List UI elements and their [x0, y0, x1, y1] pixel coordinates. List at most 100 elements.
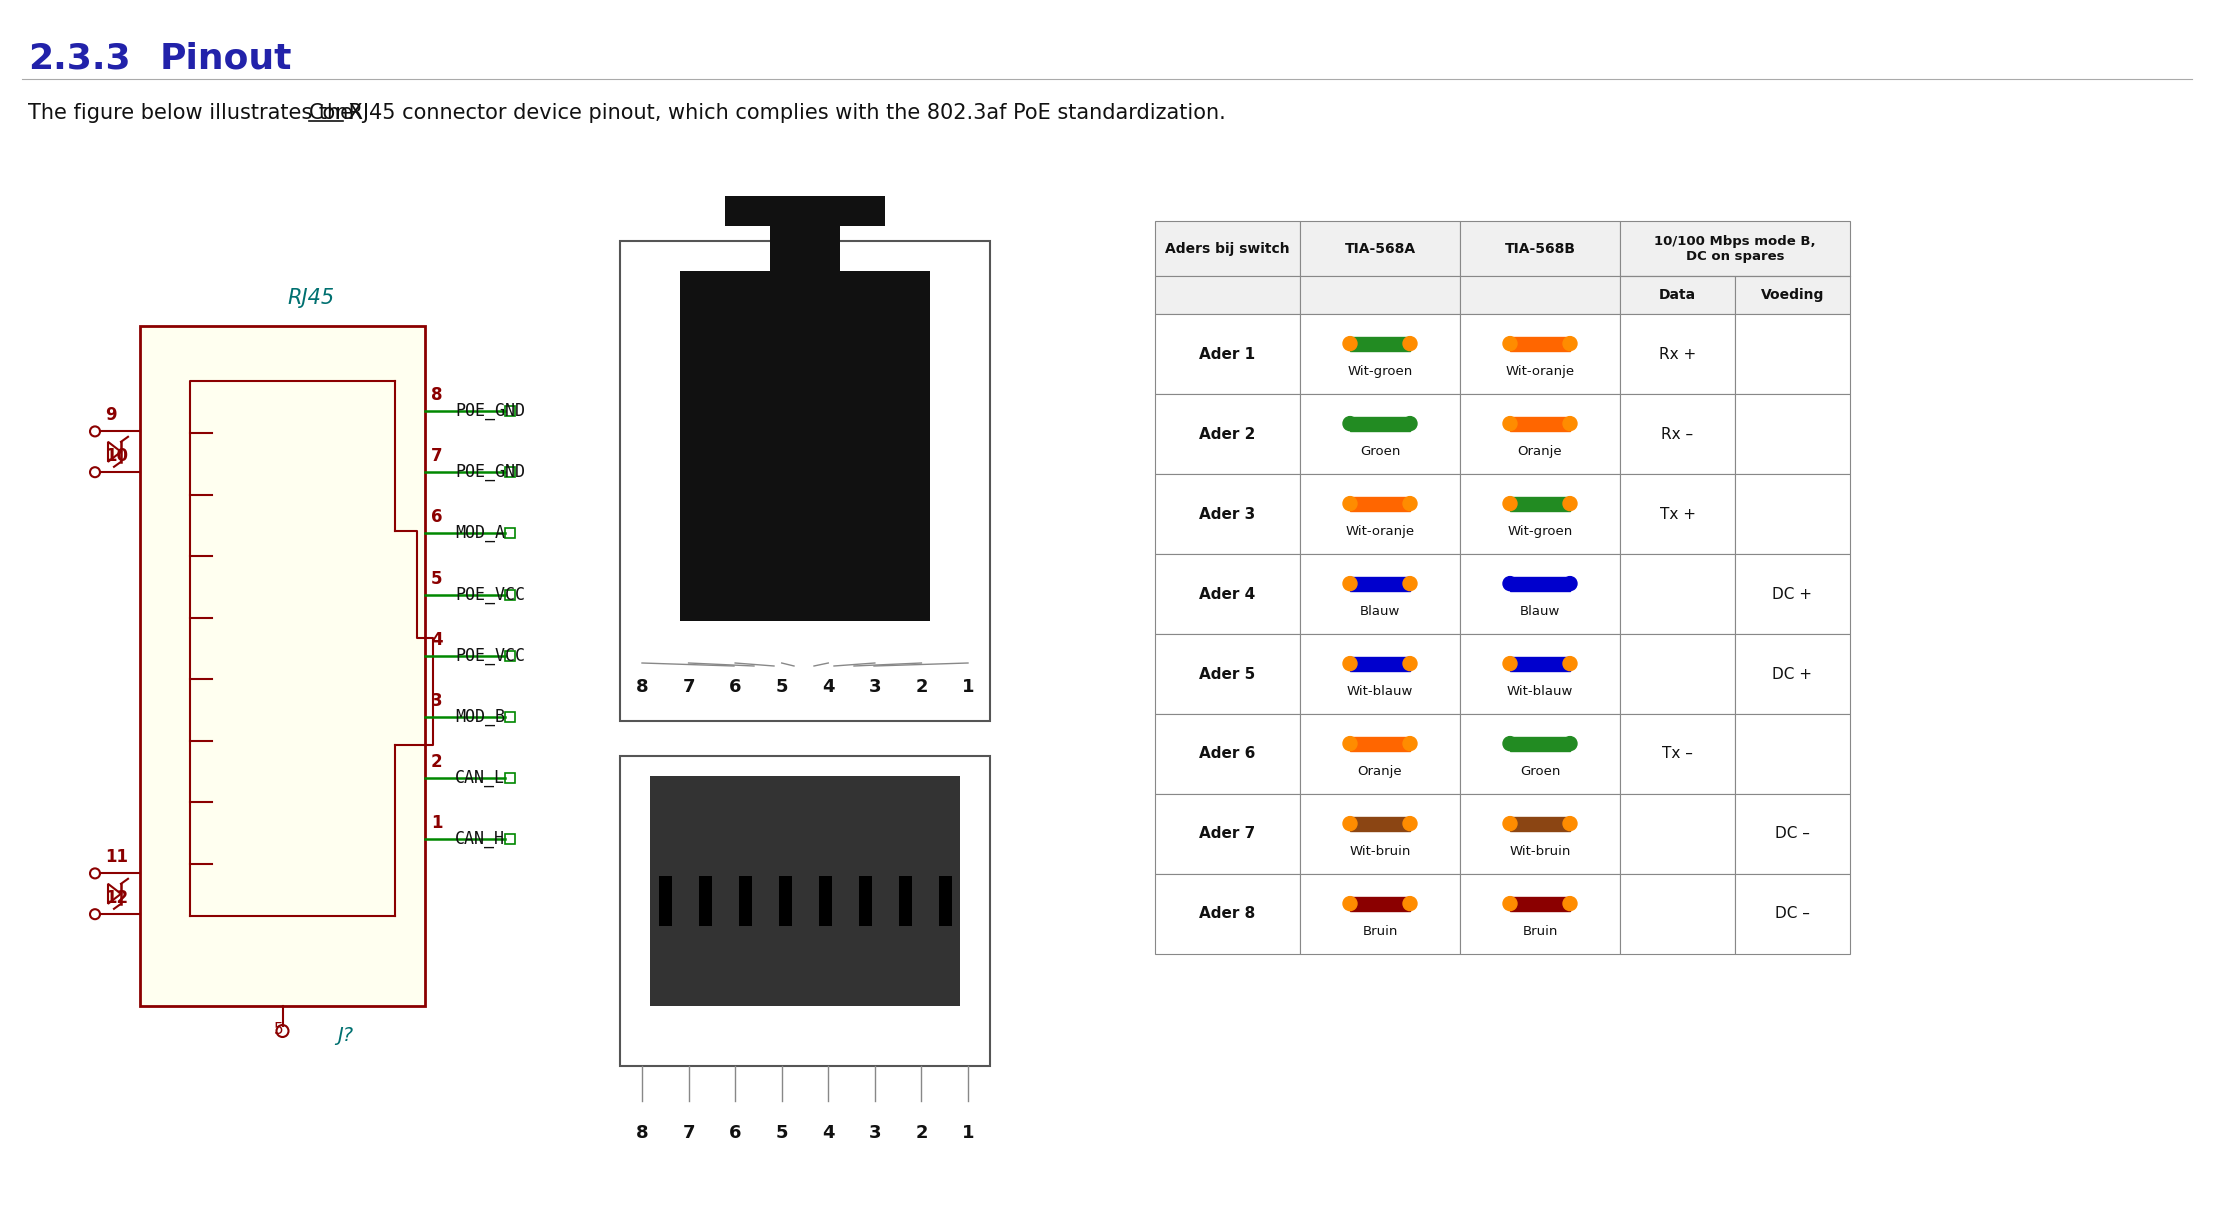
Text: Ader 6: Ader 6	[1200, 746, 1255, 762]
Text: 2: 2	[914, 1125, 928, 1142]
Text: J?: J?	[337, 1026, 354, 1045]
Bar	[139, 326, 425, 1006]
Text: 9: 9	[104, 407, 117, 425]
Text: POE_VCC: POE_VCC	[456, 586, 525, 603]
Bar	[680, 271, 930, 621]
Bar	[779, 875, 793, 926]
Bar	[1156, 554, 1300, 634]
Circle shape	[1404, 576, 1417, 591]
Bar	[1736, 394, 1851, 474]
Circle shape	[1404, 657, 1417, 670]
Bar	[1300, 794, 1459, 874]
Circle shape	[1344, 736, 1357, 751]
Bar	[1459, 554, 1621, 634]
Bar	[1156, 221, 1300, 276]
Bar	[505, 529, 516, 538]
Text: 5: 5	[775, 678, 788, 696]
Bar	[1621, 554, 1736, 634]
Text: Tx +: Tx +	[1660, 507, 1696, 521]
Text: 2.3.3: 2.3.3	[29, 42, 131, 74]
Text: DC +: DC +	[1773, 586, 1813, 602]
Bar	[1300, 714, 1459, 794]
Text: 1: 1	[961, 1125, 974, 1142]
Text: TIA-568A: TIA-568A	[1344, 242, 1415, 255]
Bar	[808, 621, 821, 665]
Text: Wit-oranje: Wit-oranje	[1506, 365, 1574, 379]
Bar	[1156, 474, 1300, 554]
Circle shape	[1563, 416, 1576, 431]
Bar	[1459, 394, 1621, 474]
Bar	[848, 621, 861, 665]
Bar	[728, 621, 742, 665]
Bar	[1300, 474, 1459, 554]
Bar	[1351, 736, 1410, 751]
Text: 4: 4	[432, 631, 443, 648]
Text: 6: 6	[728, 1125, 742, 1142]
Text: Ader 1: Ader 1	[1200, 347, 1255, 361]
Text: 11: 11	[104, 849, 128, 867]
Text: Wit-bruin: Wit-bruin	[1510, 845, 1570, 858]
Text: 7: 7	[682, 1125, 695, 1142]
Bar	[1621, 794, 1736, 874]
Bar	[819, 875, 832, 926]
Bar	[1351, 337, 1410, 350]
Text: ConX: ConX	[308, 103, 363, 123]
Circle shape	[1563, 337, 1576, 350]
Bar	[768, 621, 782, 665]
Circle shape	[1404, 416, 1417, 431]
Bar	[1459, 714, 1621, 794]
Bar	[1156, 276, 1300, 314]
Bar	[1736, 314, 1851, 394]
Circle shape	[1563, 657, 1576, 670]
Bar	[788, 621, 801, 665]
Circle shape	[1503, 416, 1517, 431]
Text: 5: 5	[775, 1125, 788, 1142]
Text: 3: 3	[868, 1125, 881, 1142]
Text: 8: 8	[635, 678, 649, 696]
Bar	[748, 621, 762, 665]
Bar	[1510, 497, 1570, 510]
Text: 4: 4	[821, 678, 835, 696]
Text: Blauw: Blauw	[1359, 606, 1399, 618]
Text: Rx –: Rx –	[1660, 426, 1694, 442]
Text: 6: 6	[728, 678, 742, 696]
Circle shape	[1503, 736, 1517, 751]
Text: TIA-568B: TIA-568B	[1506, 242, 1576, 255]
Text: Ader 7: Ader 7	[1200, 827, 1255, 841]
Circle shape	[1344, 497, 1357, 510]
Text: 7: 7	[682, 678, 695, 696]
Text: Ader 2: Ader 2	[1200, 426, 1255, 442]
Text: Oranje: Oranje	[1517, 446, 1563, 458]
Text: Wit-groen: Wit-groen	[1508, 525, 1572, 538]
Bar	[505, 651, 516, 661]
Bar	[739, 875, 753, 926]
Bar	[1156, 874, 1300, 954]
Bar	[1351, 896, 1410, 911]
Text: Ader 8: Ader 8	[1200, 906, 1255, 922]
Bar	[505, 834, 516, 845]
Text: Rx +: Rx +	[1658, 347, 1696, 361]
Circle shape	[1563, 817, 1576, 830]
Text: 8: 8	[432, 386, 443, 404]
Text: 3: 3	[868, 678, 881, 696]
Bar	[1736, 714, 1851, 794]
Text: RJ45 connector device pinout, which complies with the 802.3af PoE standardizatio: RJ45 connector device pinout, which comp…	[343, 103, 1227, 123]
Bar	[620, 241, 990, 720]
Bar	[1156, 794, 1300, 874]
Bar	[1510, 817, 1570, 830]
Bar	[1459, 221, 1621, 276]
Circle shape	[1563, 576, 1576, 591]
Text: DC –: DC –	[1776, 827, 1809, 841]
Text: Wit-groen: Wit-groen	[1348, 365, 1413, 379]
Bar	[939, 875, 952, 926]
Bar	[1736, 276, 1851, 314]
Bar	[1459, 276, 1621, 314]
Text: MOD_B: MOD_B	[456, 708, 505, 726]
Circle shape	[1404, 337, 1417, 350]
Bar	[724, 197, 886, 226]
Text: 10: 10	[104, 447, 128, 465]
Polygon shape	[108, 884, 122, 904]
Bar	[1621, 314, 1736, 394]
Bar	[1156, 634, 1300, 714]
Bar	[1736, 474, 1851, 554]
